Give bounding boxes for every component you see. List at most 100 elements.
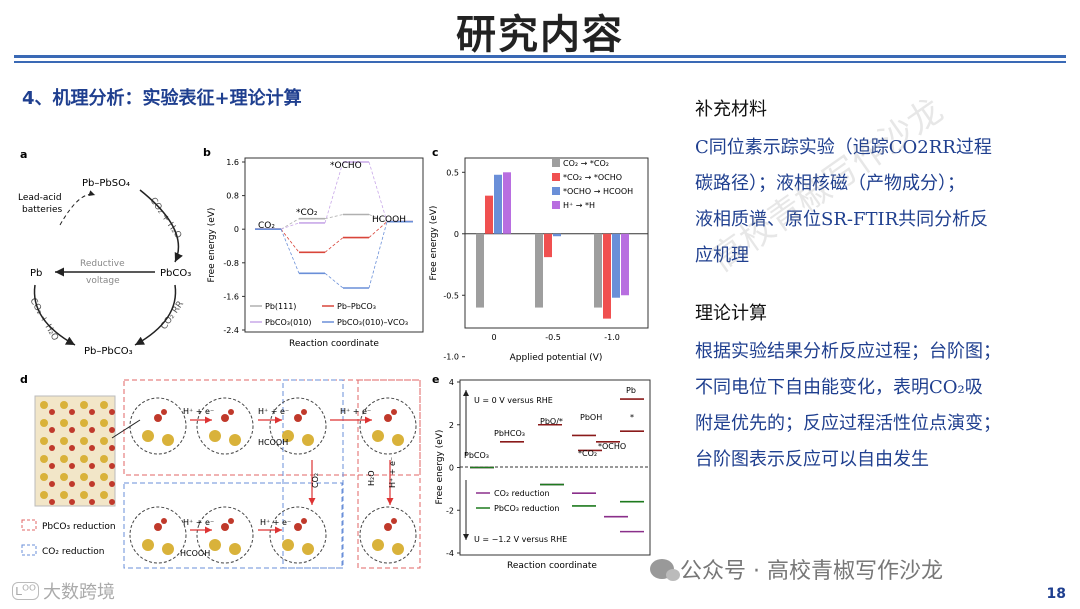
- panel-d-pb-atom: [80, 473, 88, 481]
- panel-e-step-pboh: PbOH: [580, 413, 602, 422]
- title-rule-bottom: [14, 61, 1066, 63]
- panel-d-o-atom: [301, 518, 307, 524]
- panel-d-label: d: [20, 373, 28, 386]
- panel-d-pb-atom: [162, 543, 174, 555]
- panel-c-bar: [612, 233, 620, 298]
- panel-b-label: b: [203, 146, 211, 159]
- panel-d-o-atom: [228, 409, 234, 415]
- panel-d-o-atom: [89, 499, 95, 505]
- panel-c-bar: [503, 172, 511, 234]
- panel-d-pb-atom: [100, 455, 108, 463]
- panel-c-legend-swatch: [552, 173, 560, 181]
- right-text-column: 补充材料 C同位素示踪实验（追踪CO2RR过程 碳路径）；液相核磁（产物成分）；…: [695, 92, 1065, 478]
- panel-c-bar: [476, 233, 484, 308]
- panel-c-xlabel: Applied potential (V): [510, 353, 603, 363]
- panel-d-step-5: CO₂: [311, 473, 320, 488]
- panel-e-ytick-label: -2: [446, 506, 454, 515]
- panel-d-pb-atom: [80, 455, 88, 463]
- panel-b-ytick-label: 0.8: [226, 192, 239, 201]
- panel-c-legend-label: *CO₂ → *OCHO: [563, 173, 622, 182]
- panel-d-o-atom: [161, 518, 167, 524]
- panel-b-connector: [280, 229, 300, 274]
- panel-d-o-atom: [89, 481, 95, 487]
- panel-d-co2-box-bottom: [123, 482, 343, 569]
- panel-c-xtick-label: -1.0: [604, 333, 620, 342]
- panel-e-step-pbhco3: PbHCO₃: [494, 429, 525, 438]
- panel-d-structures: [129, 397, 417, 564]
- panel-d-pb-atom: [100, 401, 108, 409]
- panel-b-connector: [368, 221, 388, 289]
- brand-logo-icon: ʟᴼᴼ: [12, 582, 39, 600]
- panel-c-legend-swatch: [552, 187, 560, 195]
- panel-b-connector: [324, 214, 344, 220]
- panel-a-battery-2: batteries: [22, 205, 63, 215]
- panel-b-lines: [255, 161, 413, 289]
- panel-a: a Pb–PbSO₄ Lead-acid batteries Pb PbCO₃ …: [18, 148, 191, 357]
- panel-d-o-atom: [109, 481, 115, 487]
- panel-a-node-top: Pb–PbSO₄: [82, 178, 130, 189]
- panel-d-o-atom: [49, 409, 55, 415]
- panel-d-pb-atom: [60, 437, 68, 445]
- panel-c-legend-label: *OCHO → HCOOH: [563, 187, 633, 196]
- panel-e-step-ocho: *OCHO: [598, 442, 626, 451]
- panel-d-o-atom: [69, 409, 75, 415]
- panel-d-pb-atom: [229, 543, 241, 555]
- supplementary-heading: 补充材料: [695, 99, 767, 120]
- panel-b-legend-2: Pb–PbCO₃: [337, 302, 376, 311]
- panel-d-o-atom: [221, 414, 229, 422]
- panel-b-connector: [368, 161, 388, 222]
- panel-d-pb-atom: [80, 491, 88, 499]
- panel-a-arrow-bottom-left: [33, 284, 76, 346]
- panel-e-step-pbo: PbO/*: [540, 417, 563, 426]
- panel-a-arrow-label-2: CO₂ RR: [159, 299, 186, 331]
- panel-d-pb-atom: [100, 437, 108, 445]
- panel-d-structure-circle: [359, 397, 417, 455]
- panel-d-pb-atom: [142, 430, 154, 442]
- panel-b-frame: [244, 157, 424, 333]
- brand-watermark: ʟᴼᴼ 大数跨境: [12, 578, 115, 604]
- panel-d-step-1: H⁺ + e⁻: [183, 407, 214, 416]
- panel-c-ytick-label: 0: [454, 230, 459, 239]
- panel-d-pb-atom: [40, 401, 48, 409]
- panel-d-o-atom: [69, 481, 75, 487]
- panel-b-step-hcooh: HCOOH: [372, 215, 406, 225]
- panel-b-connector: [368, 221, 388, 238]
- panel-d-o-atom: [69, 499, 75, 505]
- theory-line-4: 台阶图表示反应可以自由发生: [695, 449, 929, 470]
- panel-d-o-atom: [301, 409, 307, 415]
- slide-title: 研究内容: [456, 11, 624, 58]
- title-rule-top: [14, 55, 1066, 58]
- panel-e-ytick-label: 4: [449, 378, 454, 387]
- panel-e-ticks: 4 2 0 -2 -4: [446, 378, 460, 558]
- panel-c-ytick-label: -1.0: [443, 353, 459, 362]
- theory-line-2: 不同电位下自由能变化，表明CO₂吸: [695, 377, 983, 398]
- section-heading: 4、机理分析：实验表征+理论计算: [22, 88, 302, 109]
- panel-d-o-atom: [294, 523, 302, 531]
- panel-d-legend-swatch-2: [21, 544, 37, 556]
- panel-a-battery-1: Lead-acid: [18, 193, 62, 203]
- supplementary-line-4: 应机理: [695, 245, 749, 266]
- panel-d: d H⁺ + e⁻ H⁺ + e⁻ HCOOH H⁺ + e⁻ CO₂ H₂O …: [20, 373, 421, 569]
- panel-d-pb-atom: [162, 434, 174, 446]
- panel-d-o-atom: [109, 463, 115, 469]
- panel-b-ylabel: Free energy (eV): [207, 208, 217, 283]
- panel-c-bars: [476, 172, 629, 319]
- panel-e-steps: [470, 398, 644, 533]
- panel-b-connector: [324, 161, 344, 224]
- panel-b-connector: [324, 272, 344, 289]
- panel-c-legend-label: H⁺ → *H: [563, 201, 595, 210]
- panel-b-step-co2-ads: *CO₂: [296, 208, 318, 218]
- panel-d-legend-2: CO₂ reduction: [42, 547, 104, 557]
- panel-d-pb-atom: [100, 473, 108, 481]
- panel-a-reductive: Reductive: [80, 259, 125, 269]
- panel-d-o-atom: [391, 409, 397, 415]
- panel-b-ytick-label: -2.4: [223, 326, 239, 335]
- panel-b-connector: [280, 218, 300, 230]
- panel-e-step-star: *: [630, 413, 634, 422]
- panel-b-ytick-label: -0.8: [223, 259, 239, 268]
- panel-d-o-atom: [161, 409, 167, 415]
- panel-d-o-atom: [49, 427, 55, 433]
- panel-c-frame: [464, 157, 649, 329]
- panel-d-o-atom: [109, 499, 115, 505]
- panel-d-o-atom: [221, 523, 229, 531]
